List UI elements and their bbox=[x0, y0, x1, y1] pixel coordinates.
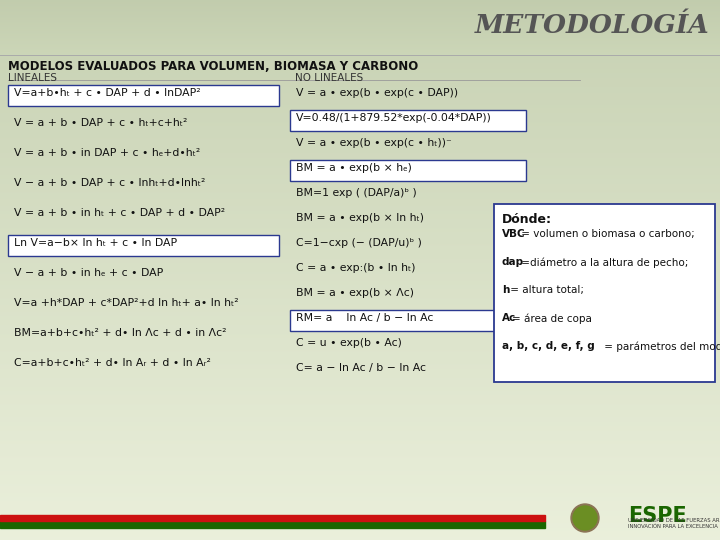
Text: BM=1 exp ( (DAP/a)ᵇ ): BM=1 exp ( (DAP/a)ᵇ ) bbox=[296, 188, 417, 198]
Text: Dónde:: Dónde: bbox=[502, 213, 552, 226]
Text: V = a • exp(b • exp(c • DAP)): V = a • exp(b • exp(c • DAP)) bbox=[296, 88, 458, 98]
Text: C = u • exp(b • Ac): C = u • exp(b • Ac) bbox=[296, 338, 402, 348]
FancyBboxPatch shape bbox=[289, 309, 526, 330]
Text: V=a +h*DAP + c*DAP²+d ln hₜ+ a• ln hₜ²: V=a +h*DAP + c*DAP²+d ln hₜ+ a• ln hₜ² bbox=[14, 298, 238, 308]
Text: LINEALES: LINEALES bbox=[8, 73, 57, 83]
Bar bbox=[0, 521, 545, 528]
Text: h: h bbox=[502, 285, 509, 295]
Circle shape bbox=[573, 506, 597, 530]
Text: V − a + b • DAP + c • lnhₜ+d•lnhₜ²: V − a + b • DAP + c • lnhₜ+d•lnhₜ² bbox=[14, 178, 205, 188]
Text: Ac: Ac bbox=[502, 313, 516, 323]
Text: dap: dap bbox=[502, 257, 524, 267]
Text: V − a + b • in hₑ + c • DAP: V − a + b • in hₑ + c • DAP bbox=[14, 268, 163, 278]
Text: BM = a • exp(b × hₑ): BM = a • exp(b × hₑ) bbox=[296, 163, 412, 173]
Text: = parámetros del modelo;: = parámetros del modelo; bbox=[600, 341, 720, 352]
Text: Ln V=a−b× ln hₜ + c • ln DAP: Ln V=a−b× ln hₜ + c • ln DAP bbox=[14, 238, 177, 248]
Text: V = a + b • in DAP + c • hₑ+d•hₜ²: V = a + b • in DAP + c • hₑ+d•hₜ² bbox=[14, 148, 200, 158]
Text: = altura total;: = altura total; bbox=[507, 285, 584, 295]
Text: INNOVACIÓN PARA LA EXCELENCIA: INNOVACIÓN PARA LA EXCELENCIA bbox=[628, 524, 718, 529]
FancyBboxPatch shape bbox=[7, 84, 279, 105]
Text: ESPE: ESPE bbox=[628, 506, 687, 526]
Text: C= a − ln Ac / b − ln Ac: C= a − ln Ac / b − ln Ac bbox=[296, 363, 426, 373]
Text: BM = a • exp(b × Λc): BM = a • exp(b × Λc) bbox=[296, 288, 414, 298]
Text: = área de copa: = área de copa bbox=[513, 313, 593, 323]
Text: METODOLOGÍA: METODOLOGÍA bbox=[475, 13, 710, 38]
Text: V = a • exp(b • exp(c • hₜ))⁻: V = a • exp(b • exp(c • hₜ))⁻ bbox=[296, 138, 451, 148]
Circle shape bbox=[571, 504, 599, 532]
Text: =diámetro a la altura de pecho;: =diámetro a la altura de pecho; bbox=[518, 257, 688, 267]
Text: C=1−cxp (− (DAP/u)ᵇ ): C=1−cxp (− (DAP/u)ᵇ ) bbox=[296, 238, 422, 248]
FancyBboxPatch shape bbox=[493, 204, 714, 381]
Text: MODELOS EVALUADOS PARA VOLUMEN, BIOMASA Y CARBONO: MODELOS EVALUADOS PARA VOLUMEN, BIOMASA … bbox=[8, 60, 418, 73]
Text: RM= a    ln Ac / b − ln Ac: RM= a ln Ac / b − ln Ac bbox=[296, 313, 433, 323]
Text: BM = a • exp(b × ln hₜ): BM = a • exp(b × ln hₜ) bbox=[296, 213, 424, 223]
Text: a, b, c, d, e, f, g: a, b, c, d, e, f, g bbox=[502, 341, 595, 351]
FancyBboxPatch shape bbox=[289, 110, 526, 131]
Text: BM=a+b+c•hₜ² + d• ln Λc + d • in Λc²: BM=a+b+c•hₜ² + d• ln Λc + d • in Λc² bbox=[14, 328, 227, 338]
Text: NO LINEALES: NO LINEALES bbox=[295, 73, 364, 83]
FancyBboxPatch shape bbox=[289, 159, 526, 180]
Text: VBC: VBC bbox=[502, 229, 526, 239]
Text: = volumen o biomasa o carbono;: = volumen o biomasa o carbono; bbox=[518, 229, 694, 239]
Text: V = a + b • DAP + c • hₜ+c+hₜ²: V = a + b • DAP + c • hₜ+c+hₜ² bbox=[14, 118, 187, 128]
Text: C = a • exp:(b • ln hₜ): C = a • exp:(b • ln hₜ) bbox=[296, 263, 415, 273]
Text: V=0.48/(1+879.52*exp(-0.04*DAP)): V=0.48/(1+879.52*exp(-0.04*DAP)) bbox=[296, 113, 492, 123]
Text: V = a + b • in hₜ + c • DAP + d • DAP²: V = a + b • in hₜ + c • DAP + d • DAP² bbox=[14, 208, 225, 218]
FancyBboxPatch shape bbox=[7, 234, 279, 255]
Text: UNIVERSIDAD DE LAS FUERZAS ARMADAS: UNIVERSIDAD DE LAS FUERZAS ARMADAS bbox=[628, 518, 720, 523]
Text: V=a+b•hₜ + c • DAP + d • lnDAP²: V=a+b•hₜ + c • DAP + d • lnDAP² bbox=[14, 88, 201, 98]
Bar bbox=[0, 515, 545, 521]
Text: C=a+b+c•hₜ² + d• ln Aᵣ + d • ln Aᵣ²: C=a+b+c•hₜ² + d• ln Aᵣ + d • ln Aᵣ² bbox=[14, 358, 211, 368]
